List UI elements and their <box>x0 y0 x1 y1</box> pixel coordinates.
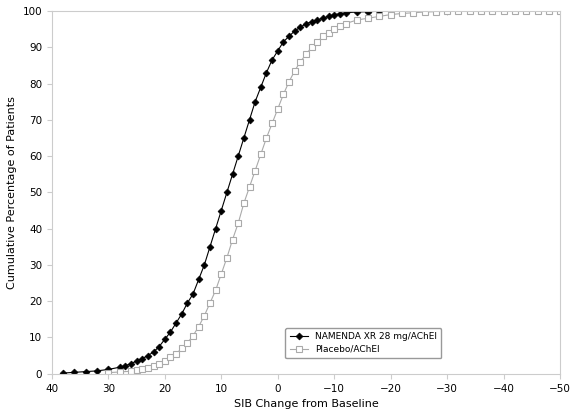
NAMENDA XR 28 mg/AChEI <box>161 337 168 342</box>
X-axis label: SIB Change from Baseline: SIB Change from Baseline <box>234 399 379 409</box>
Placebo/AChEI <box>173 352 180 357</box>
Placebo/AChEI <box>229 237 236 242</box>
NAMENDA XR 28 mg/AChEI <box>387 8 394 13</box>
Legend: NAMENDA XR 28 mg/AChEI, Placebo/AChEI: NAMENDA XR 28 mg/AChEI, Placebo/AChEI <box>285 328 442 358</box>
NAMENDA XR 28 mg/AChEI <box>376 9 383 14</box>
NAMENDA XR 28 mg/AChEI <box>201 262 208 267</box>
NAMENDA XR 28 mg/AChEI <box>432 8 439 13</box>
NAMENDA XR 28 mg/AChEI <box>444 8 451 13</box>
Line: NAMENDA XR 28 mg/AChEI: NAMENDA XR 28 mg/AChEI <box>61 8 450 376</box>
Placebo/AChEI <box>224 255 231 260</box>
NAMENDA XR 28 mg/AChEI <box>60 371 66 376</box>
Placebo/AChEI <box>455 8 462 13</box>
NAMENDA XR 28 mg/AChEI <box>144 353 151 358</box>
NAMENDA XR 28 mg/AChEI <box>122 363 129 368</box>
Y-axis label: Cumulative Percentage of Patients: Cumulative Percentage of Patients <box>7 96 17 289</box>
Line: Placebo/AChEI: Placebo/AChEI <box>105 8 563 376</box>
Placebo/AChEI <box>201 313 208 318</box>
Placebo/AChEI <box>212 288 219 293</box>
Placebo/AChEI <box>557 8 564 13</box>
Placebo/AChEI <box>325 30 332 35</box>
Placebo/AChEI <box>105 370 112 375</box>
